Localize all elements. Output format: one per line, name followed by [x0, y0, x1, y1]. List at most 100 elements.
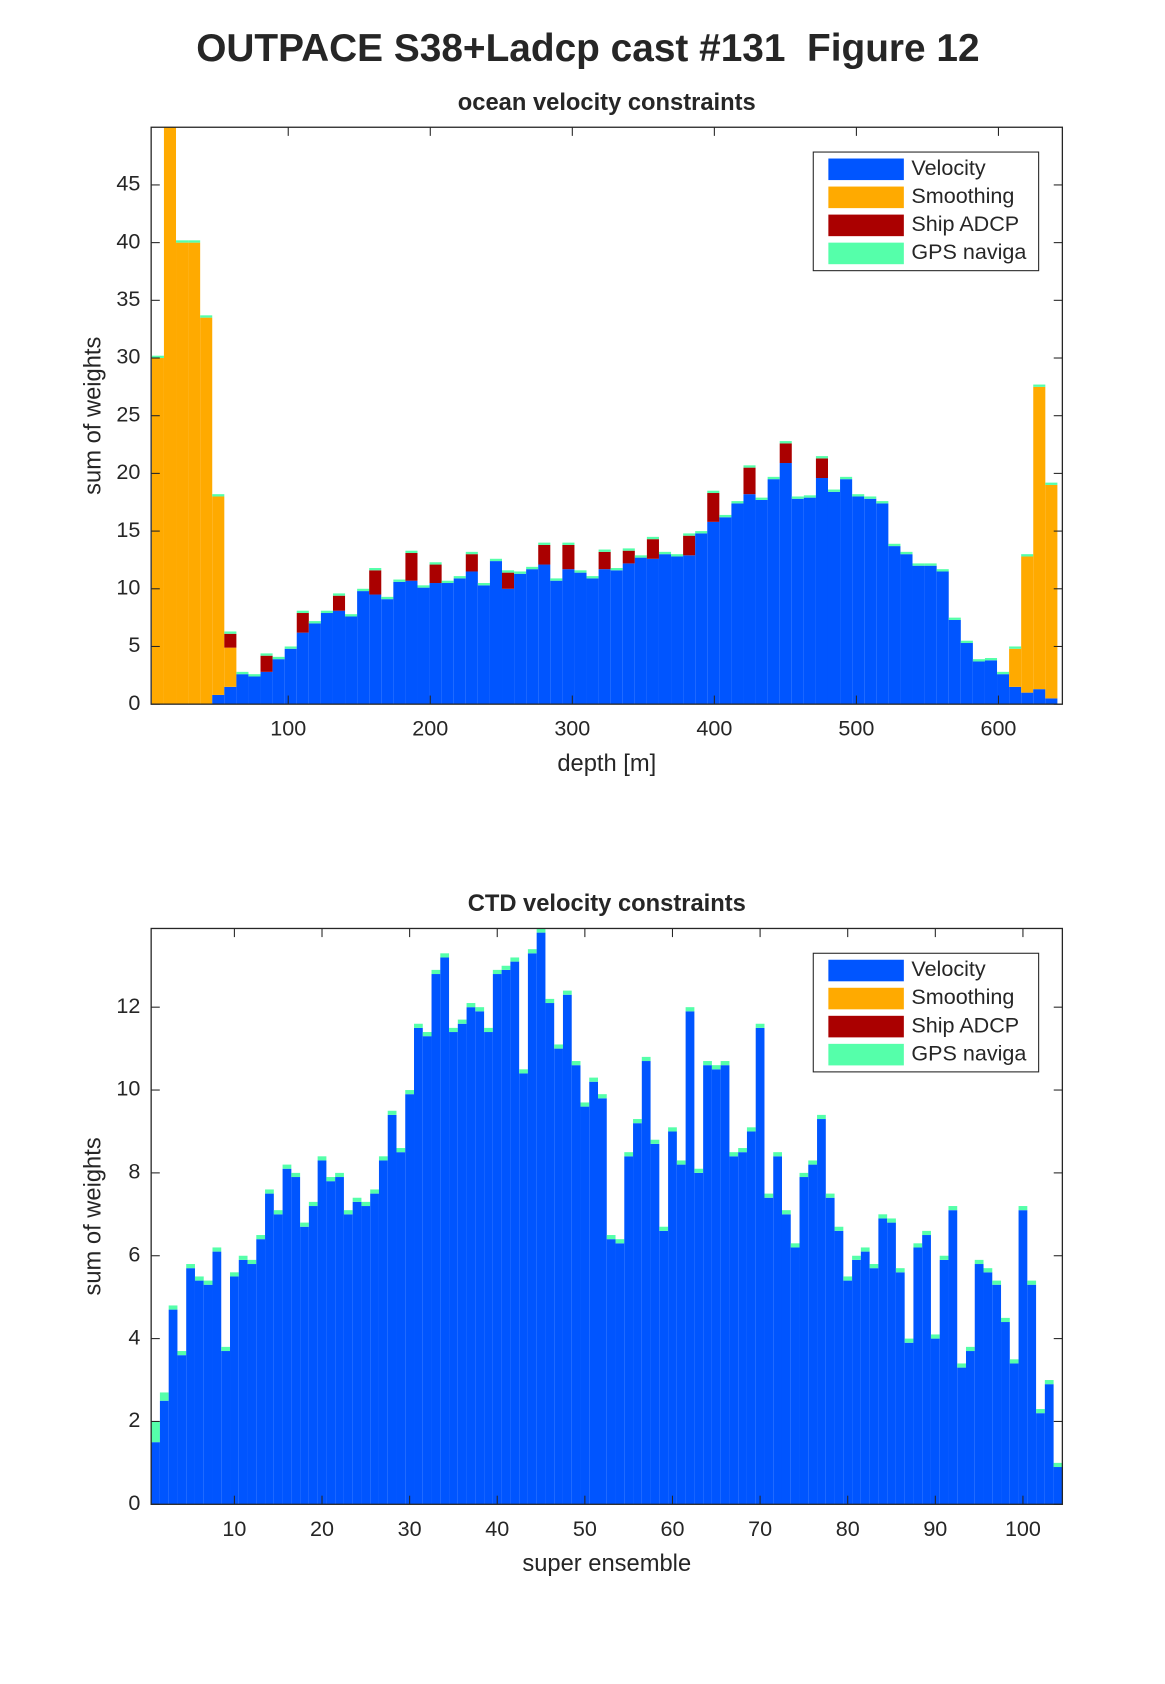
bar-segment	[212, 496, 225, 695]
bar-segment	[703, 1065, 712, 1505]
bar-segment	[291, 1177, 301, 1505]
bar-segment	[422, 1032, 432, 1037]
bar-segment	[212, 694, 225, 705]
bar-segment	[247, 1264, 257, 1505]
bar-segment	[296, 613, 309, 633]
bar-segment	[803, 497, 816, 705]
bar-segment	[194, 1280, 204, 1505]
bar-segment	[972, 661, 985, 705]
bar-segment	[864, 496, 877, 499]
bar-segment	[449, 1027, 458, 1033]
bar-segment	[799, 1177, 809, 1505]
bar-segment	[746, 1131, 756, 1505]
bar-segment	[939, 1255, 949, 1260]
bar-segment	[1045, 698, 1058, 705]
bar-segment	[236, 674, 249, 705]
bar-segment	[441, 580, 454, 584]
bar-segment	[641, 1056, 651, 1062]
bar-segment	[291, 1172, 301, 1178]
bar-segment	[272, 659, 285, 705]
bar-segment	[393, 579, 406, 582]
y-tick-label: 12	[116, 993, 140, 1018]
bar-segment	[634, 557, 647, 705]
bar-segment	[852, 1255, 861, 1260]
bar-segment	[151, 355, 164, 359]
x-tick-label: 30	[398, 1516, 422, 1541]
x-tick-label: 70	[748, 1516, 772, 1541]
bar-segment	[177, 1355, 187, 1505]
bar-segment	[658, 554, 672, 705]
bar-segment	[610, 570, 623, 705]
bar-segment	[489, 558, 503, 562]
legend-swatch	[828, 186, 904, 209]
bar-segment	[767, 476, 780, 480]
bar-segment	[300, 1222, 309, 1227]
bar-segment	[895, 1268, 905, 1273]
bar-segment	[960, 643, 973, 705]
bar-segment	[177, 1351, 187, 1356]
y-tick-label: 45	[116, 171, 140, 196]
bar-segment	[746, 1127, 756, 1132]
bar-segment	[997, 674, 1010, 705]
bar-segment	[808, 1164, 818, 1505]
bar-segment	[332, 595, 346, 611]
bar-segment	[888, 546, 901, 705]
bar-segment	[284, 646, 297, 649]
bar-segment	[396, 1152, 406, 1505]
bar-segment	[983, 1272, 993, 1505]
bar-segment	[957, 1363, 966, 1368]
y-tick-label: 10	[116, 1076, 140, 1101]
bar-segment	[317, 1160, 327, 1505]
bar-segment	[477, 583, 490, 586]
bar-segment	[974, 1259, 984, 1265]
bar-segment	[562, 994, 572, 1505]
bar-segment	[224, 686, 237, 705]
bar-segment	[345, 616, 358, 705]
bar-segment	[957, 1367, 966, 1505]
bar-segment	[320, 613, 333, 705]
bar-segment	[335, 1172, 344, 1178]
bar-segment	[781, 1214, 791, 1505]
bar-segment	[352, 1197, 362, 1202]
bar-segment	[755, 1027, 765, 1505]
bar-segment	[345, 614, 358, 617]
bar-segment	[668, 1127, 677, 1132]
bar-segment	[1033, 386, 1046, 690]
legend-swatch	[828, 1043, 904, 1066]
bar-segment	[930, 1338, 940, 1505]
bar-segment	[393, 581, 406, 705]
bar-segment	[825, 1197, 835, 1505]
y-tick-label: 2	[128, 1407, 140, 1432]
bar-segment	[284, 648, 297, 705]
bar-segment	[840, 479, 853, 705]
bar-segment	[387, 1110, 397, 1115]
bar-segment	[779, 443, 792, 464]
bar-segment	[200, 315, 213, 318]
bar-segment	[369, 570, 382, 595]
y-tick-label: 8	[128, 1159, 140, 1184]
bar-segment	[755, 499, 768, 705]
bar-segment	[683, 555, 696, 705]
bar-segment	[519, 1073, 528, 1505]
bar-segment	[352, 1201, 362, 1505]
bar-segment	[641, 1061, 651, 1505]
bar-segment	[492, 974, 502, 1505]
legend-label: Velocity	[911, 155, 985, 180]
bar-segment	[843, 1276, 853, 1281]
bar-segment	[282, 1164, 292, 1169]
bar-segment	[755, 497, 768, 500]
bar-segment	[936, 571, 949, 705]
bar-segment	[230, 1272, 239, 1277]
bar-segment	[538, 564, 551, 705]
bar-segment	[489, 561, 503, 705]
legend-label: Ship ADCP	[911, 211, 1019, 236]
bar-segment	[965, 1351, 975, 1505]
y-tick-label: 0	[128, 1490, 140, 1515]
bar-segment	[260, 653, 273, 656]
bar-segment	[1033, 384, 1046, 387]
bar-segment	[514, 571, 527, 574]
bar-segment	[827, 489, 841, 492]
bar-segment	[1001, 1322, 1010, 1505]
bar-segment	[357, 591, 370, 705]
